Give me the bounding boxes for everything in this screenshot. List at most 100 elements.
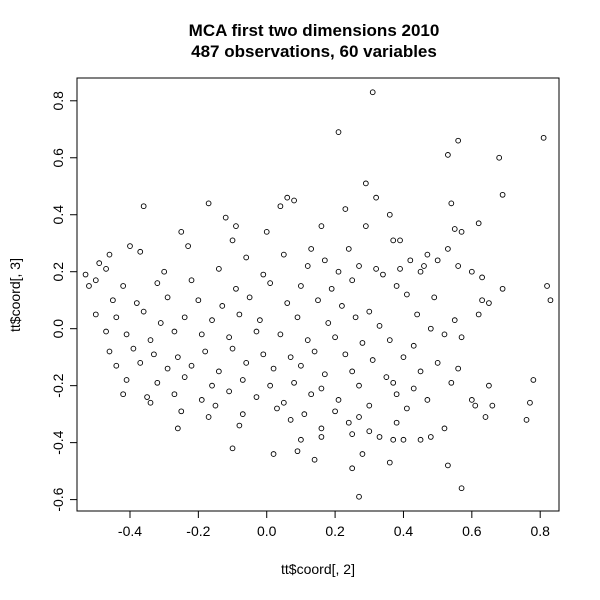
- data-point: [209, 382, 215, 389]
- data-point: [383, 374, 390, 380]
- data-point: [229, 237, 236, 244]
- data-point: [325, 320, 332, 326]
- data-point: [332, 334, 338, 341]
- data-point: [236, 422, 243, 429]
- data-point: [123, 331, 130, 338]
- data-point: [188, 362, 195, 369]
- data-point: [455, 137, 462, 144]
- data-point: [267, 382, 273, 389]
- data-point: [376, 322, 383, 329]
- data-point: [253, 394, 260, 400]
- data-point: [475, 220, 482, 227]
- data-point: [287, 354, 294, 361]
- data-point: [335, 129, 342, 135]
- data-point: [154, 379, 161, 386]
- data-point: [332, 408, 338, 415]
- data-point: [393, 391, 400, 398]
- data-point: [246, 294, 253, 301]
- plot-frame: [76, 77, 560, 512]
- data-point: [499, 285, 506, 292]
- data-point: [243, 254, 250, 261]
- data-point: [82, 271, 89, 278]
- data-point: [270, 365, 277, 372]
- data-point: [380, 271, 386, 278]
- data-point: [386, 211, 393, 218]
- data-point: [352, 314, 359, 321]
- data-point: [127, 243, 133, 249]
- data-point: [161, 268, 168, 275]
- data-point: [277, 203, 284, 210]
- data-point: [229, 345, 236, 352]
- data-point: [311, 348, 318, 355]
- data-point: [397, 237, 403, 244]
- data-point: [147, 399, 154, 406]
- data-point: [424, 251, 431, 258]
- data-point: [157, 320, 164, 326]
- data-point: [489, 402, 496, 409]
- data-point: [205, 200, 212, 207]
- data-point: [291, 197, 297, 204]
- data-point: [92, 311, 99, 318]
- data-point: [311, 456, 318, 463]
- y-axis: -0.6 -0.4 -0.2 0.0 0.2 0.4 0.6 0.8: [50, 91, 78, 512]
- y-tick-label: 0.6: [50, 148, 66, 168]
- data-point: [284, 300, 291, 306]
- data-point: [233, 223, 239, 229]
- data-point: [366, 308, 373, 315]
- data-point: [318, 425, 325, 432]
- data-point: [130, 345, 137, 352]
- data-point: [366, 402, 373, 409]
- data-point: [294, 448, 301, 455]
- y-tick-label: -0.4: [50, 430, 66, 454]
- data-point: [226, 388, 232, 395]
- data-point: [390, 436, 397, 443]
- data-point: [328, 285, 335, 292]
- data-point: [349, 277, 356, 284]
- data-point: [400, 436, 407, 443]
- data-point: [455, 263, 462, 269]
- data-point: [171, 391, 178, 398]
- data-point: [188, 277, 195, 284]
- data-point: [482, 414, 489, 420]
- data-point: [226, 334, 232, 341]
- data-point: [212, 402, 219, 409]
- data-point: [205, 414, 212, 420]
- data-point: [151, 351, 157, 358]
- x-tick-label: -0.4: [118, 523, 142, 539]
- data-point: [301, 411, 308, 417]
- data-point: [404, 291, 410, 298]
- data-point: [393, 283, 400, 289]
- y-tick-label: 0.2: [50, 262, 66, 282]
- data-point: [427, 325, 434, 332]
- chart-title: MCA first two dimensions 2010: [189, 21, 440, 40]
- data-point: [417, 268, 424, 275]
- data-point: [458, 485, 465, 492]
- data-point: [257, 317, 263, 323]
- data-point: [253, 328, 260, 335]
- data-point: [448, 379, 455, 386]
- data-point: [263, 228, 270, 235]
- data-point: [280, 251, 287, 258]
- data-point: [106, 348, 113, 355]
- data-point: [369, 89, 376, 96]
- data-point: [431, 294, 438, 301]
- data-point: [335, 397, 342, 403]
- data-point: [110, 297, 116, 304]
- data-point: [530, 377, 537, 383]
- x-tick-label: -0.2: [186, 523, 210, 539]
- data-point: [448, 200, 455, 207]
- data-point: [113, 362, 120, 369]
- data-point: [472, 402, 479, 409]
- x-axis-label: tt$coord[, 2]: [281, 561, 355, 577]
- data-point: [540, 134, 547, 141]
- data-point: [359, 340, 366, 346]
- data-point: [239, 377, 246, 383]
- data-point: [455, 365, 462, 372]
- data-point: [120, 283, 127, 289]
- data-point: [298, 283, 304, 289]
- data-point: [304, 337, 311, 343]
- data-point: [106, 251, 113, 258]
- x-tick-label: 0.6: [462, 523, 482, 539]
- data-point: [359, 451, 366, 457]
- data-point: [356, 493, 362, 500]
